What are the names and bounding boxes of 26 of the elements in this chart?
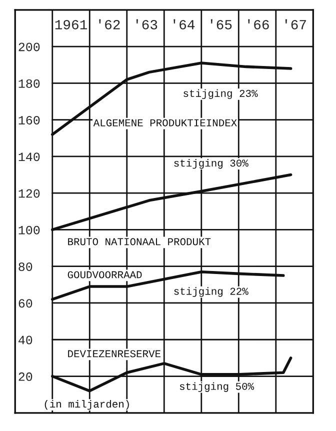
y-tick-label: 40 <box>18 336 32 344</box>
x-tick-label: '62 <box>99 19 120 30</box>
annotation: stijging 50% <box>180 382 254 392</box>
x-tick-label: '67 <box>285 19 306 30</box>
series-label: GOUDVOORRAAD <box>68 271 142 278</box>
series-label: BRUTO NATIONAAL PRODUKT <box>68 238 211 246</box>
annotation: stijging 30% <box>174 159 248 169</box>
y-tick-label: 160 <box>18 116 40 124</box>
x-tick-label: '63 <box>136 19 158 30</box>
series-label: DEVIEZENRESERVE <box>68 350 160 358</box>
y-tick-label: 140 <box>18 152 40 162</box>
y-tick-label: 80 <box>18 262 32 272</box>
x-tick-label: '66 <box>248 19 269 30</box>
annotation: stijging 22% <box>174 287 248 297</box>
y-tick-label: 60 <box>18 299 32 308</box>
y-tick-label: 100 <box>18 226 40 234</box>
x-tick-label: 1961 <box>55 20 87 30</box>
y-tick-label: 120 <box>18 189 40 198</box>
y-tick-label: 200 <box>18 42 40 52</box>
x-tick-label: '65 <box>210 19 232 30</box>
x-tick-label: '64 <box>174 19 195 30</box>
series-label: ALGEMENE PRODUKTIEINDEX <box>93 119 237 126</box>
annotation: stijging 23% <box>184 89 258 99</box>
y-tick-label: 180 <box>18 79 40 88</box>
y-tick-label: 20 <box>18 372 32 381</box>
annotation: (in miljarden) <box>44 400 129 410</box>
